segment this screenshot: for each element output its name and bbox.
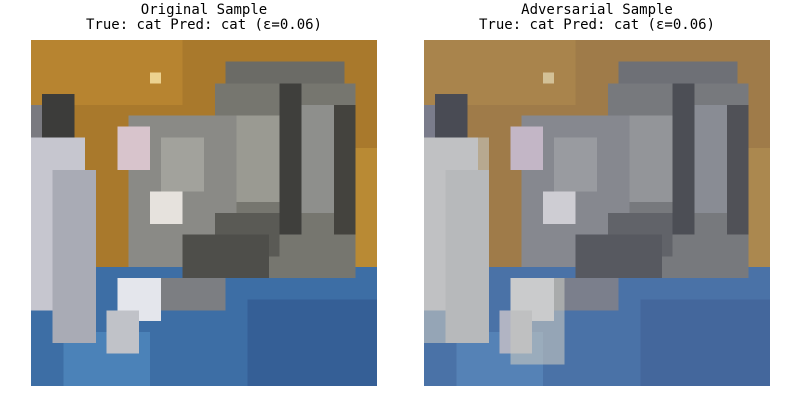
panel-title: Original Sample [141, 2, 267, 18]
panel-subtitle: True: cat Pred: cat (ε=0.06) [479, 17, 715, 33]
panel-subtitle: True: cat Pred: cat (ε=0.06) [86, 17, 322, 33]
panel-title: Adversarial Sample [521, 2, 673, 18]
adversarial-image [424, 40, 770, 386]
original-image [31, 40, 377, 386]
